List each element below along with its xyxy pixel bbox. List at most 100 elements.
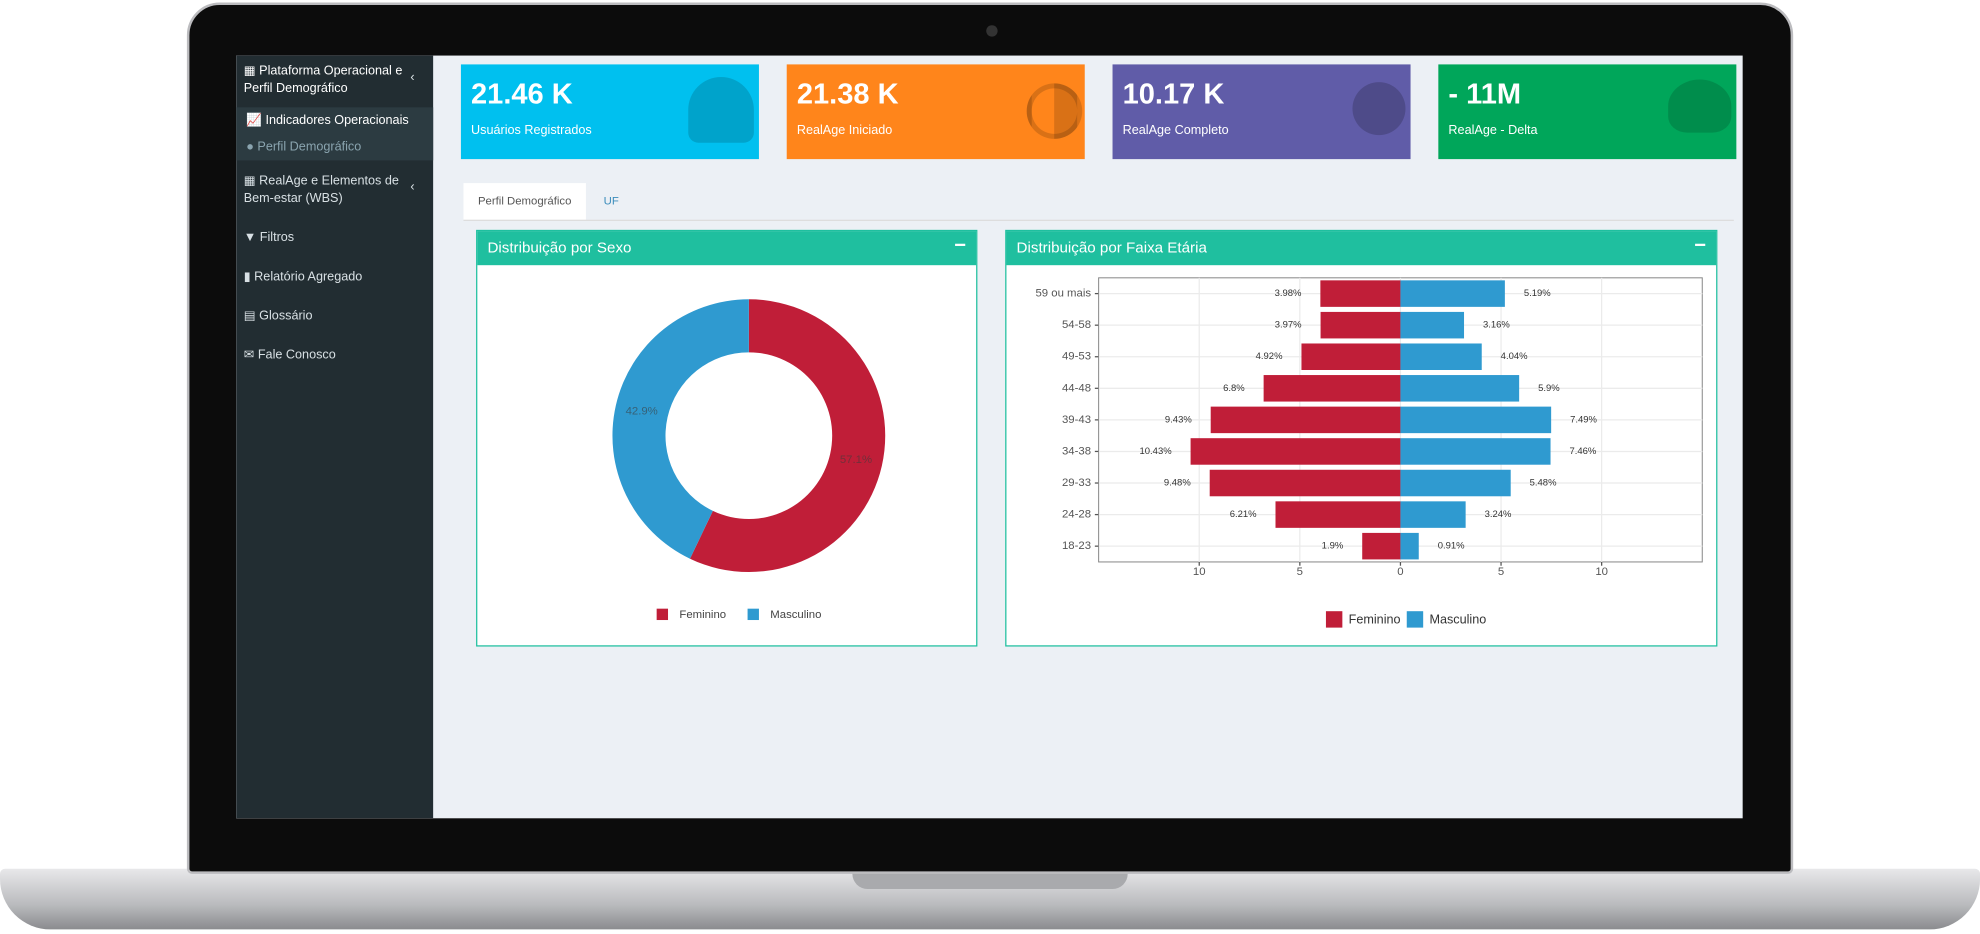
laptop-notch: [852, 871, 1128, 890]
menu-item[interactable]: ▼ Filtros: [243, 231, 295, 245]
y-tick-label: 44-48: [1062, 382, 1091, 394]
y-tick-label: 54-58: [1062, 319, 1091, 331]
kpi-icon: [1668, 79, 1732, 133]
tab[interactable]: UF: [603, 194, 619, 208]
x-tick-label: 0: [1397, 566, 1403, 578]
bar: [1320, 311, 1401, 339]
bar-label: 7.49%: [1570, 414, 1597, 425]
box-title: Distribuição por Faixa Etária: [1006, 231, 1717, 266]
legend-swatch: [747, 608, 759, 621]
legend-swatch: [656, 608, 669, 621]
bar: [1209, 469, 1401, 497]
bar: [1210, 406, 1401, 434]
bar-label: 1.9%: [1322, 541, 1344, 552]
bar: [1400, 406, 1552, 434]
kpi-icon: [1352, 82, 1406, 136]
menu-label: Fale Conosco: [257, 348, 336, 363]
y-tick-label: 29-33: [1062, 477, 1091, 489]
x-tick-label: 10: [1193, 566, 1206, 578]
x-tick-label: 5: [1297, 566, 1303, 578]
menu-label: Perfil Demográfico: [257, 140, 362, 155]
bar: [1400, 438, 1551, 465]
chart-box: Distribuição por Sexo −: [476, 229, 978, 647]
slice-label: 57.1%: [840, 454, 872, 466]
slice-label: 42.9%: [626, 405, 658, 417]
bar-label: 5.9%: [1538, 383, 1560, 394]
bar: [1400, 501, 1466, 528]
legend-swatch: [1325, 611, 1343, 628]
y-tick-label: 34-38: [1062, 445, 1091, 457]
menu-label: Indicadores Operacionais: [265, 113, 409, 128]
menu-arrow: ‹: [410, 70, 415, 85]
bar: [1320, 280, 1401, 307]
kpi-box: 21.38 K RealAge Iniciado: [786, 64, 1085, 160]
menu-item[interactable]: ▦ RealAge e Elementos de Bem-estar (WBS): [243, 174, 399, 206]
kpi-value: 21.38 K: [796, 77, 899, 110]
bar-label: 3.16%: [1483, 320, 1510, 331]
kpi-icon: [1026, 83, 1083, 139]
bar-label: 7.46%: [1569, 446, 1596, 457]
bar-label: 3.97%: [1275, 320, 1302, 331]
kpi-value: 10.17 K: [1122, 77, 1225, 110]
menu-item[interactable]: ▤ Glossário: [243, 309, 313, 324]
menu-item[interactable]: ▮ Relatório Agregado: [243, 270, 363, 285]
bar-label: 4.92%: [1256, 351, 1283, 362]
legend-label: Feminino: [1349, 612, 1401, 626]
bar: [1190, 438, 1401, 465]
legend-label: Masculino: [1429, 612, 1486, 626]
legend-label: Masculino: [770, 609, 821, 621]
y-tick-label: 39-43: [1062, 414, 1091, 426]
donut-slice: [689, 299, 886, 573]
kpi-value: 21.46 K: [471, 77, 573, 110]
x-tick-label: 10: [1595, 566, 1608, 578]
legend-label: Feminino: [679, 609, 726, 621]
bar: [1275, 501, 1401, 528]
menu-label: Plataforma Operacional e Perfil Demográf…: [243, 64, 403, 96]
bar-label: 4.04%: [1501, 351, 1528, 362]
kpi-value: - 11M: [1448, 77, 1522, 110]
bar: [1400, 532, 1419, 560]
menu-item[interactable]: ✉ Fale Conosco: [243, 348, 336, 363]
kpi-label: RealAge Iniciado: [796, 123, 893, 138]
kpi-box: 21.46 K Usuários Registrados: [460, 64, 759, 160]
bar-label: 5.48%: [1530, 478, 1557, 489]
menu-label: Glossário: [259, 309, 313, 324]
bar-label: 9.43%: [1165, 414, 1192, 425]
bar: [1301, 343, 1401, 371]
menu-label: Relatório Agregado: [254, 270, 363, 285]
kpi-label: RealAge - Delta: [1448, 123, 1538, 138]
menu-arrow: ‹: [410, 180, 415, 195]
bar-label: 6.8%: [1223, 383, 1245, 394]
bar-label: 9.48%: [1164, 478, 1191, 489]
bar-label: 3.24%: [1485, 509, 1512, 520]
bar-label: 3.98%: [1275, 288, 1302, 299]
kpi-label: RealAge Completo: [1122, 123, 1229, 138]
y-tick-label: 49-53: [1062, 351, 1091, 363]
submenu: [236, 107, 434, 161]
menu-item[interactable]: ▦ Plataforma Operacional e Perfil Demogr…: [243, 64, 403, 96]
collapse[interactable]: −: [1694, 234, 1707, 257]
bar: [1400, 375, 1520, 402]
kpi-label: Usuários Registrados: [471, 123, 592, 138]
tab-active[interactable]: Perfil Demográfico: [463, 183, 586, 220]
x-tick-label: 5: [1498, 566, 1504, 578]
collapse[interactable]: −: [954, 234, 967, 257]
y-tick-label: 24-28: [1062, 509, 1091, 521]
bar: [1400, 311, 1465, 339]
kpi-box: 10.17 K RealAge Completo: [1112, 64, 1411, 160]
bar-label: 0.91%: [1438, 541, 1465, 552]
box-title: Distribuição por Sexo: [477, 231, 977, 266]
bar-label: 10.43%: [1140, 446, 1173, 457]
y-tick-label: 18-23: [1062, 540, 1091, 552]
bar: [1400, 469, 1511, 497]
legend-swatch: [1406, 611, 1424, 628]
submenu-item[interactable]: ● Perfil Demográfico: [246, 140, 362, 155]
bar: [1400, 343, 1482, 371]
kpi-icon: [688, 77, 754, 143]
submenu-item[interactable]: 📈 Indicadores Operacionais: [246, 113, 409, 128]
bar-label: 6.21%: [1230, 509, 1257, 520]
bar: [1362, 532, 1401, 560]
